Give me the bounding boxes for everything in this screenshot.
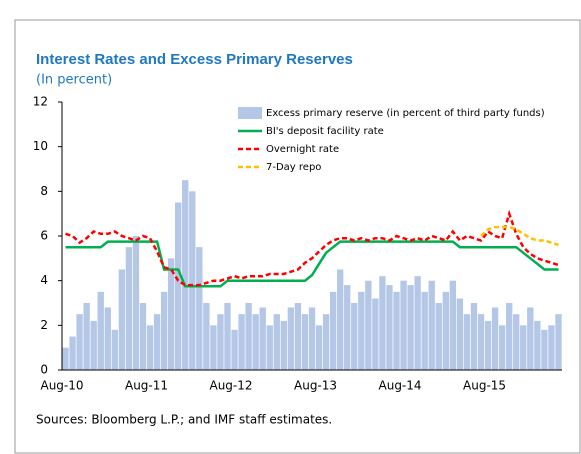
legend-label: Excess primary reserve (in percent of th… bbox=[266, 108, 545, 119]
bar bbox=[534, 320, 541, 370]
y-tick-label: 2 bbox=[40, 318, 48, 332]
bar bbox=[118, 269, 126, 370]
bar bbox=[407, 285, 414, 370]
bar bbox=[435, 303, 442, 370]
bar bbox=[83, 303, 90, 370]
bar bbox=[393, 291, 400, 370]
bar bbox=[527, 307, 534, 370]
bar bbox=[315, 325, 323, 370]
bar bbox=[428, 280, 435, 370]
bar bbox=[175, 202, 182, 370]
bar bbox=[484, 320, 492, 370]
bar bbox=[358, 291, 365, 370]
chart-title: Interest Rates and Excess Primary Reserv… bbox=[36, 51, 353, 68]
bar bbox=[203, 303, 210, 370]
frame bbox=[14, 19, 581, 454]
bar bbox=[513, 314, 520, 370]
bar bbox=[259, 307, 266, 370]
bar bbox=[189, 191, 196, 370]
bar bbox=[491, 307, 499, 370]
bar bbox=[280, 320, 287, 370]
x-tick-label: Aug-14 bbox=[379, 379, 422, 393]
bar bbox=[182, 180, 189, 370]
bar bbox=[196, 247, 203, 370]
bar bbox=[463, 314, 471, 370]
bar bbox=[470, 303, 478, 370]
y-tick-label: 8 bbox=[40, 184, 48, 198]
bar bbox=[266, 325, 273, 370]
bar bbox=[379, 276, 386, 370]
x-tick-label: Aug-15 bbox=[463, 379, 506, 393]
chart-subtitle: (In percent) bbox=[36, 73, 112, 88]
bar bbox=[146, 325, 154, 370]
bar bbox=[351, 303, 358, 370]
y-tick-label: 4 bbox=[40, 273, 48, 287]
bar bbox=[506, 303, 513, 370]
bar bbox=[76, 314, 83, 370]
bar bbox=[548, 325, 555, 370]
legend-label: 7-Day repo bbox=[266, 162, 321, 173]
bar bbox=[400, 280, 407, 370]
y-tick-label: 10 bbox=[33, 139, 48, 153]
bar bbox=[111, 329, 118, 370]
bar bbox=[555, 314, 562, 370]
line-series bbox=[480, 225, 559, 247]
bar bbox=[498, 325, 506, 370]
bar bbox=[337, 269, 344, 370]
bar bbox=[344, 285, 351, 370]
bar bbox=[167, 258, 175, 370]
bar bbox=[477, 314, 485, 370]
bar bbox=[238, 314, 245, 370]
x-tick-label: Aug-10 bbox=[40, 379, 83, 393]
x-tick-label: Aug-11 bbox=[125, 379, 168, 393]
legend-label: Overnight rate bbox=[266, 144, 339, 155]
bar bbox=[231, 329, 238, 370]
bar bbox=[252, 314, 259, 370]
bar bbox=[421, 291, 428, 370]
source-note: Sources: Bloomberg L.P.; and IMF staff e… bbox=[36, 413, 332, 427]
bar bbox=[273, 314, 280, 370]
bar bbox=[97, 291, 104, 370]
legend-label: BI's deposit facility rate bbox=[266, 126, 384, 137]
bar bbox=[125, 247, 133, 370]
bar bbox=[210, 325, 217, 370]
legend-swatch bbox=[238, 107, 262, 119]
bar bbox=[132, 236, 140, 370]
y-tick-label: 6 bbox=[40, 229, 48, 243]
y-tick-label: 12 bbox=[33, 95, 48, 109]
bar bbox=[308, 307, 316, 370]
bar bbox=[69, 336, 76, 370]
x-tick-label: Aug-13 bbox=[294, 379, 337, 393]
bar bbox=[414, 276, 421, 370]
bar bbox=[520, 325, 527, 370]
bar bbox=[541, 329, 548, 370]
bar bbox=[139, 303, 147, 370]
bar bbox=[442, 291, 449, 370]
bar bbox=[104, 307, 111, 370]
bar bbox=[456, 298, 464, 370]
bar bbox=[372, 298, 379, 370]
bar bbox=[365, 280, 372, 370]
y-tick-label: 0 bbox=[40, 363, 48, 377]
line-series bbox=[65, 209, 559, 287]
line-series bbox=[65, 240, 559, 288]
bar bbox=[224, 303, 231, 370]
bar bbox=[322, 314, 330, 370]
bar bbox=[62, 347, 69, 370]
bar bbox=[217, 314, 224, 370]
bar bbox=[386, 285, 393, 370]
bar bbox=[153, 314, 161, 370]
bar bbox=[329, 291, 337, 370]
bar bbox=[160, 291, 168, 370]
bar bbox=[287, 307, 295, 370]
bar bbox=[449, 280, 457, 370]
bar bbox=[90, 320, 97, 370]
bar bbox=[245, 303, 252, 370]
bar bbox=[294, 303, 302, 370]
bar bbox=[301, 314, 309, 370]
x-tick-label: Aug-12 bbox=[209, 379, 252, 393]
